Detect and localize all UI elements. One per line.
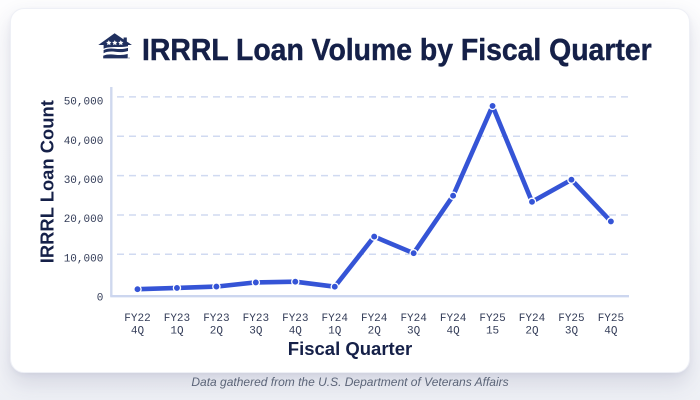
svg-text:FY25: FY25 xyxy=(598,313,624,325)
svg-text:FY23: FY23 xyxy=(203,313,229,325)
svg-text:FY23: FY23 xyxy=(282,313,308,325)
svg-text:3Q: 3Q xyxy=(407,326,421,338)
svg-text:4Q: 4Q xyxy=(604,326,618,338)
svg-text:FY24: FY24 xyxy=(440,313,467,325)
svg-text:10,000: 10,000 xyxy=(64,253,104,265)
svg-text:4Q: 4Q xyxy=(131,326,145,338)
svg-text:FY23: FY23 xyxy=(243,313,269,325)
svg-text:4Q: 4Q xyxy=(446,326,460,338)
svg-text:FY24: FY24 xyxy=(519,313,546,325)
svg-text:FY22: FY22 xyxy=(124,313,150,325)
svg-text:40,000: 40,000 xyxy=(64,136,104,148)
svg-text:1Q: 1Q xyxy=(170,326,184,338)
svg-text:50,000: 50,000 xyxy=(64,97,104,109)
svg-text:4Q: 4Q xyxy=(289,326,303,338)
svg-text:FY24: FY24 xyxy=(322,313,349,325)
svg-text:30,000: 30,000 xyxy=(64,175,104,187)
svg-text:1Q: 1Q xyxy=(328,326,342,338)
svg-text:FY23: FY23 xyxy=(164,313,190,325)
svg-text:FY24: FY24 xyxy=(361,313,388,325)
svg-text:IRRRL Loan Count: IRRRL Loan Count xyxy=(37,100,58,263)
svg-text:FY24: FY24 xyxy=(400,313,427,325)
svg-text:2Q: 2Q xyxy=(210,326,224,338)
svg-text:2Q: 2Q xyxy=(525,326,539,338)
svg-text:3Q: 3Q xyxy=(565,326,579,338)
svg-text:20,000: 20,000 xyxy=(64,214,104,226)
svg-text:FY25: FY25 xyxy=(479,313,505,325)
svg-text:Fiscal Quarter: Fiscal Quarter xyxy=(288,338,412,359)
svg-text:3Q: 3Q xyxy=(249,326,263,338)
svg-text:2Q: 2Q xyxy=(368,326,382,338)
svg-text:FY25: FY25 xyxy=(558,313,584,325)
svg-text:0: 0 xyxy=(97,293,104,305)
svg-text:15: 15 xyxy=(486,326,499,338)
